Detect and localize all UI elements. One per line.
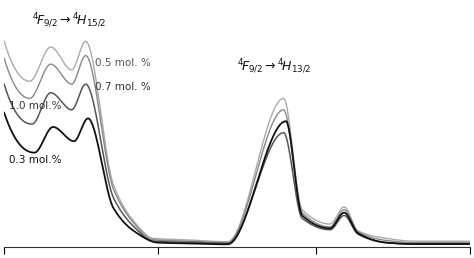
Text: 0.7 mol. %: 0.7 mol. % bbox=[95, 82, 151, 92]
Text: $^4\!F_{9/2} \rightarrow {}^4\!H_{15/2}$: $^4\!F_{9/2} \rightarrow {}^4\!H_{15/2}$ bbox=[32, 11, 107, 30]
Text: 0.5 mol. %: 0.5 mol. % bbox=[95, 58, 151, 68]
Text: $^4\!F_{9/2} \rightarrow {}^4\!H_{13/2}$: $^4\!F_{9/2} \rightarrow {}^4\!H_{13/2}$ bbox=[237, 58, 311, 76]
Text: 0.3 mol.%: 0.3 mol.% bbox=[9, 155, 61, 165]
Text: 1.0 mol.%: 1.0 mol.% bbox=[9, 101, 61, 111]
